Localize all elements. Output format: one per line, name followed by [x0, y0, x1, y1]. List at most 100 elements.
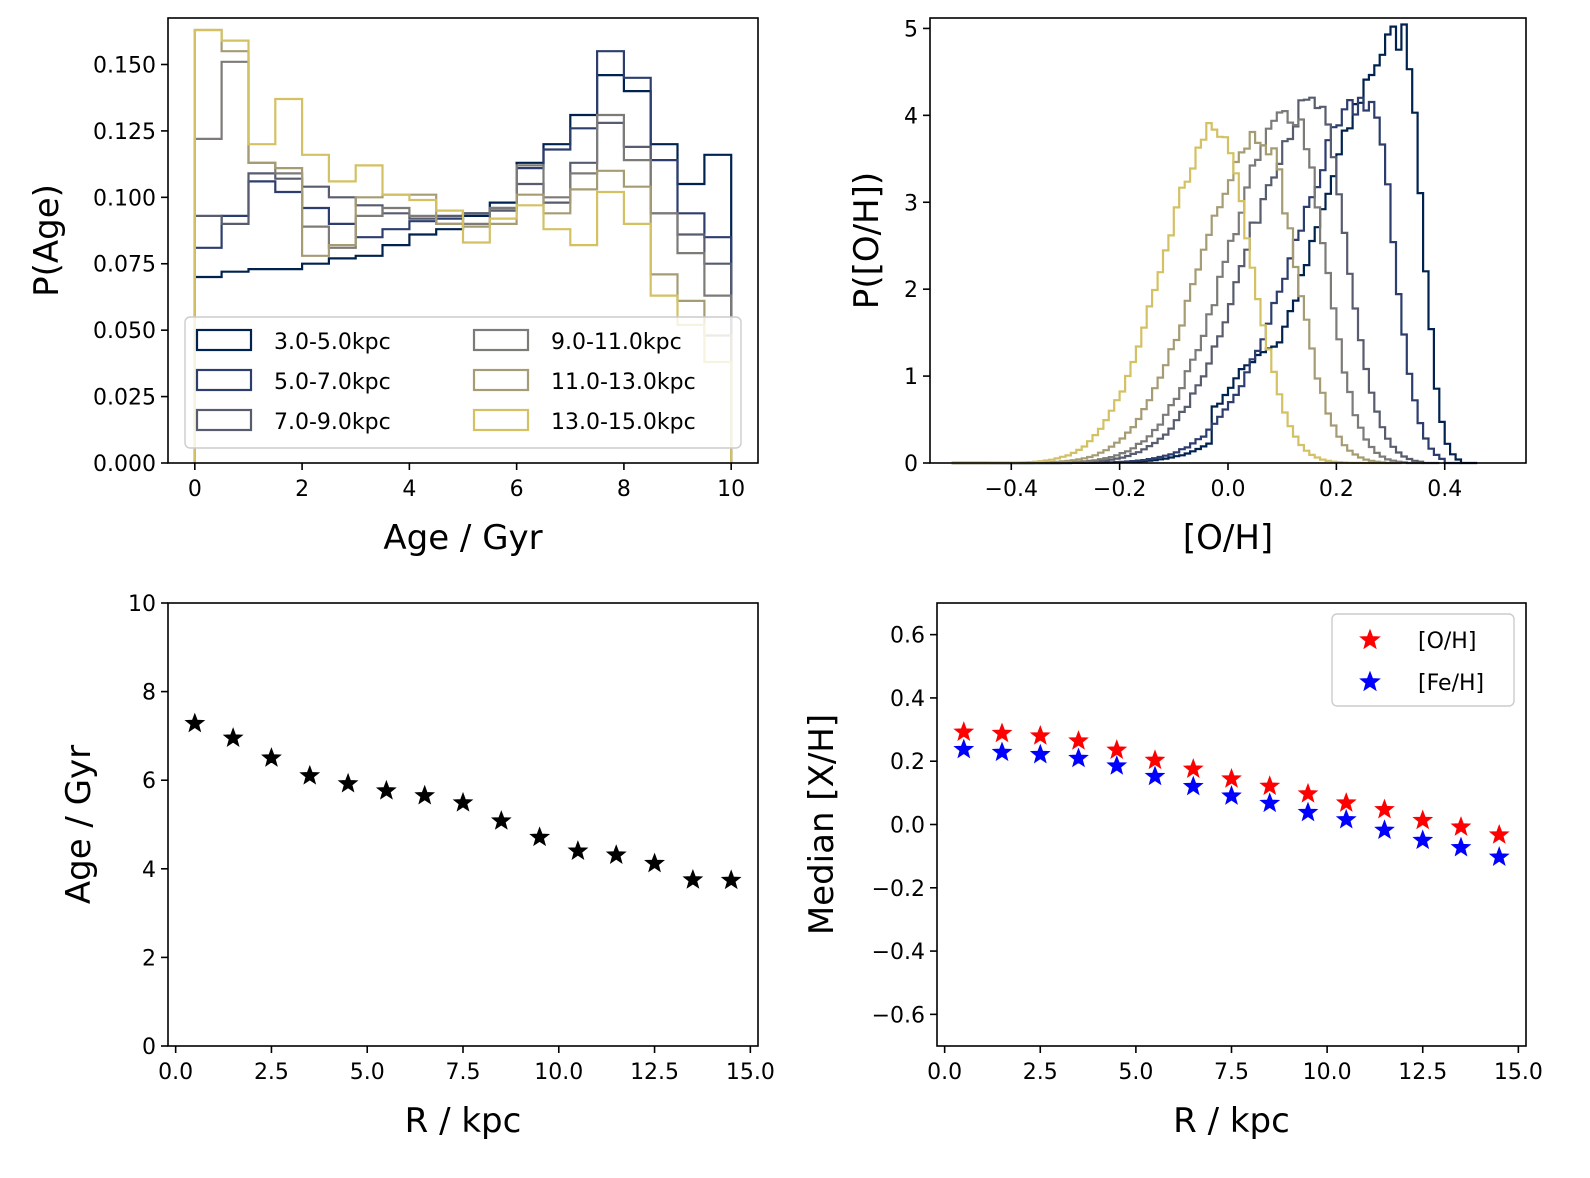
data-point [1029, 724, 1051, 745]
x-axis-label: Age / Gyr [383, 518, 542, 558]
legend-label: [Fe/H] [1418, 671, 1484, 696]
legend-label: 11.0-13.0kpc [551, 370, 696, 395]
plot-area [953, 721, 1510, 866]
data-point [1412, 829, 1434, 850]
oh-hist-series-2 [951, 96, 1461, 465]
legend-swatch [195, 328, 253, 352]
data-point [1068, 730, 1089, 750]
data-point [452, 791, 474, 812]
x-tick-label: 10.0 [534, 1060, 583, 1085]
y-tick-label: 4 [142, 858, 156, 883]
y-tick-label: 0.6 [890, 624, 925, 649]
x-tick-label: 10.0 [1303, 1060, 1352, 1085]
data-point [337, 772, 359, 793]
data-point [529, 826, 551, 847]
y-tick-label: −0.4 [872, 940, 925, 965]
data-point [605, 844, 627, 864]
x-axis-label: R / kpc [405, 1101, 522, 1141]
hist-series-6 [193, 28, 733, 463]
y-tick-label: 0.075 [93, 253, 156, 278]
panel-3: 0.0 2.5 5.0 7.5 10.0 12.5 15.0 0 2 4 6 8 10 R / kpc Ag… [59, 592, 775, 1141]
legend-label: 5.0-7.0kpc [274, 370, 391, 395]
data-point [414, 784, 436, 805]
x-tick-label: 5.0 [350, 1060, 385, 1085]
data-point [1374, 798, 1395, 819]
legend-swatch [472, 328, 530, 352]
y-tick-label: 0.100 [93, 186, 156, 211]
panel-4: 0.0 2.5 5.0 7.5 10.0 12.5 15.0 −0.6 −0.4 −0.2 0.0 0… [802, 602, 1543, 1141]
oh-hist-series-6 [951, 122, 1386, 465]
y-tick-label: 0 [142, 1035, 156, 1060]
data-point [1488, 823, 1510, 844]
x-tick-label: 7.5 [446, 1060, 481, 1085]
x-tick-label: 10 [717, 477, 745, 502]
y-tick-label: 0.4 [890, 687, 925, 712]
axes-frame [167, 17, 759, 464]
data-point [1144, 749, 1166, 770]
y-tick-label: 1 [904, 365, 918, 390]
legend: [O/H] [Fe/H] [1331, 613, 1515, 707]
x-tick-label: 12.5 [1398, 1060, 1447, 1085]
y-tick-label: 0.025 [93, 386, 156, 411]
x-tick-label: 0.4 [1427, 477, 1462, 502]
data-point [1297, 782, 1319, 803]
panel-1: 0 2 4 6 8 10 0.000 0.025 0.050 0.075 0.100 0.125 0.1… [27, 17, 759, 558]
data-point [1297, 801, 1319, 822]
legend-swatch [195, 408, 253, 432]
data-point [953, 721, 975, 741]
data-point [1335, 808, 1357, 829]
x-tick-label: 0.0 [158, 1060, 193, 1085]
x-tick-label: 0.2 [1319, 477, 1354, 502]
data-point [720, 869, 742, 890]
legend-label: [O/H] [1418, 629, 1476, 654]
y-tick-label: 0.150 [93, 53, 156, 78]
data-point [991, 741, 1013, 762]
legend: 3.0-5.0kpc 5.0-7.0kpc 7.0-9.0kpc 9.0-11.0kp… [184, 316, 742, 449]
data-point [682, 868, 704, 889]
x-tick-label: 2 [295, 477, 309, 502]
data-point [1106, 755, 1128, 775]
legend-box [184, 316, 742, 449]
data-point [953, 738, 975, 759]
x-tick-label: 0.0 [1211, 477, 1246, 502]
data-point [644, 852, 665, 873]
x-tick-label: −0.2 [1093, 477, 1146, 502]
x-tick-label: 6 [510, 477, 524, 502]
data-point [1106, 739, 1128, 759]
data-point [1259, 775, 1281, 796]
x-tick-label: 4 [402, 477, 416, 502]
x-tick-label: 0 [188, 477, 202, 502]
y-tick-label: 4 [904, 104, 918, 129]
y-tick-label: 6 [142, 769, 156, 794]
x-tick-label: 15.0 [1494, 1060, 1543, 1085]
y-tick-label: 0 [904, 452, 918, 477]
data-point [375, 779, 397, 800]
y-tick-label: 2 [142, 946, 156, 971]
legend-marker [1359, 628, 1381, 650]
y-tick-label: 0.125 [93, 120, 156, 145]
y-axis-label: Age / Gyr [59, 745, 99, 904]
y-tick-label: 5 [904, 17, 918, 42]
x-tick-label: 0.0 [927, 1060, 962, 1085]
legend-label: 9.0-11.0kpc [551, 330, 682, 355]
legend-marker [1359, 670, 1381, 692]
y-tick-label: 0.0 [890, 814, 925, 839]
data-point [1450, 836, 1472, 857]
x-tick-label: 15.0 [726, 1060, 775, 1085]
x-axis-label: R / kpc [1173, 1101, 1290, 1141]
data-point [1144, 765, 1166, 786]
y-tick-label: 2 [904, 278, 918, 303]
axes-frame [167, 602, 759, 1047]
data-point [1335, 792, 1357, 812]
y-tick-label: 0.2 [890, 750, 925, 775]
x-tick-label: −0.4 [985, 477, 1038, 502]
data-point [991, 722, 1013, 743]
data-point [1488, 846, 1510, 866]
data-point [261, 747, 282, 767]
data-point [299, 764, 321, 785]
panel-2: −0.4 −0.2 0.0 0.2 0.4 0 1 2 3 4 5 [O/H] P([O/H]) [847, 17, 1527, 558]
legend-label: 7.0-9.0kpc [274, 410, 391, 435]
data-point [490, 810, 512, 830]
plot-area [184, 712, 742, 890]
